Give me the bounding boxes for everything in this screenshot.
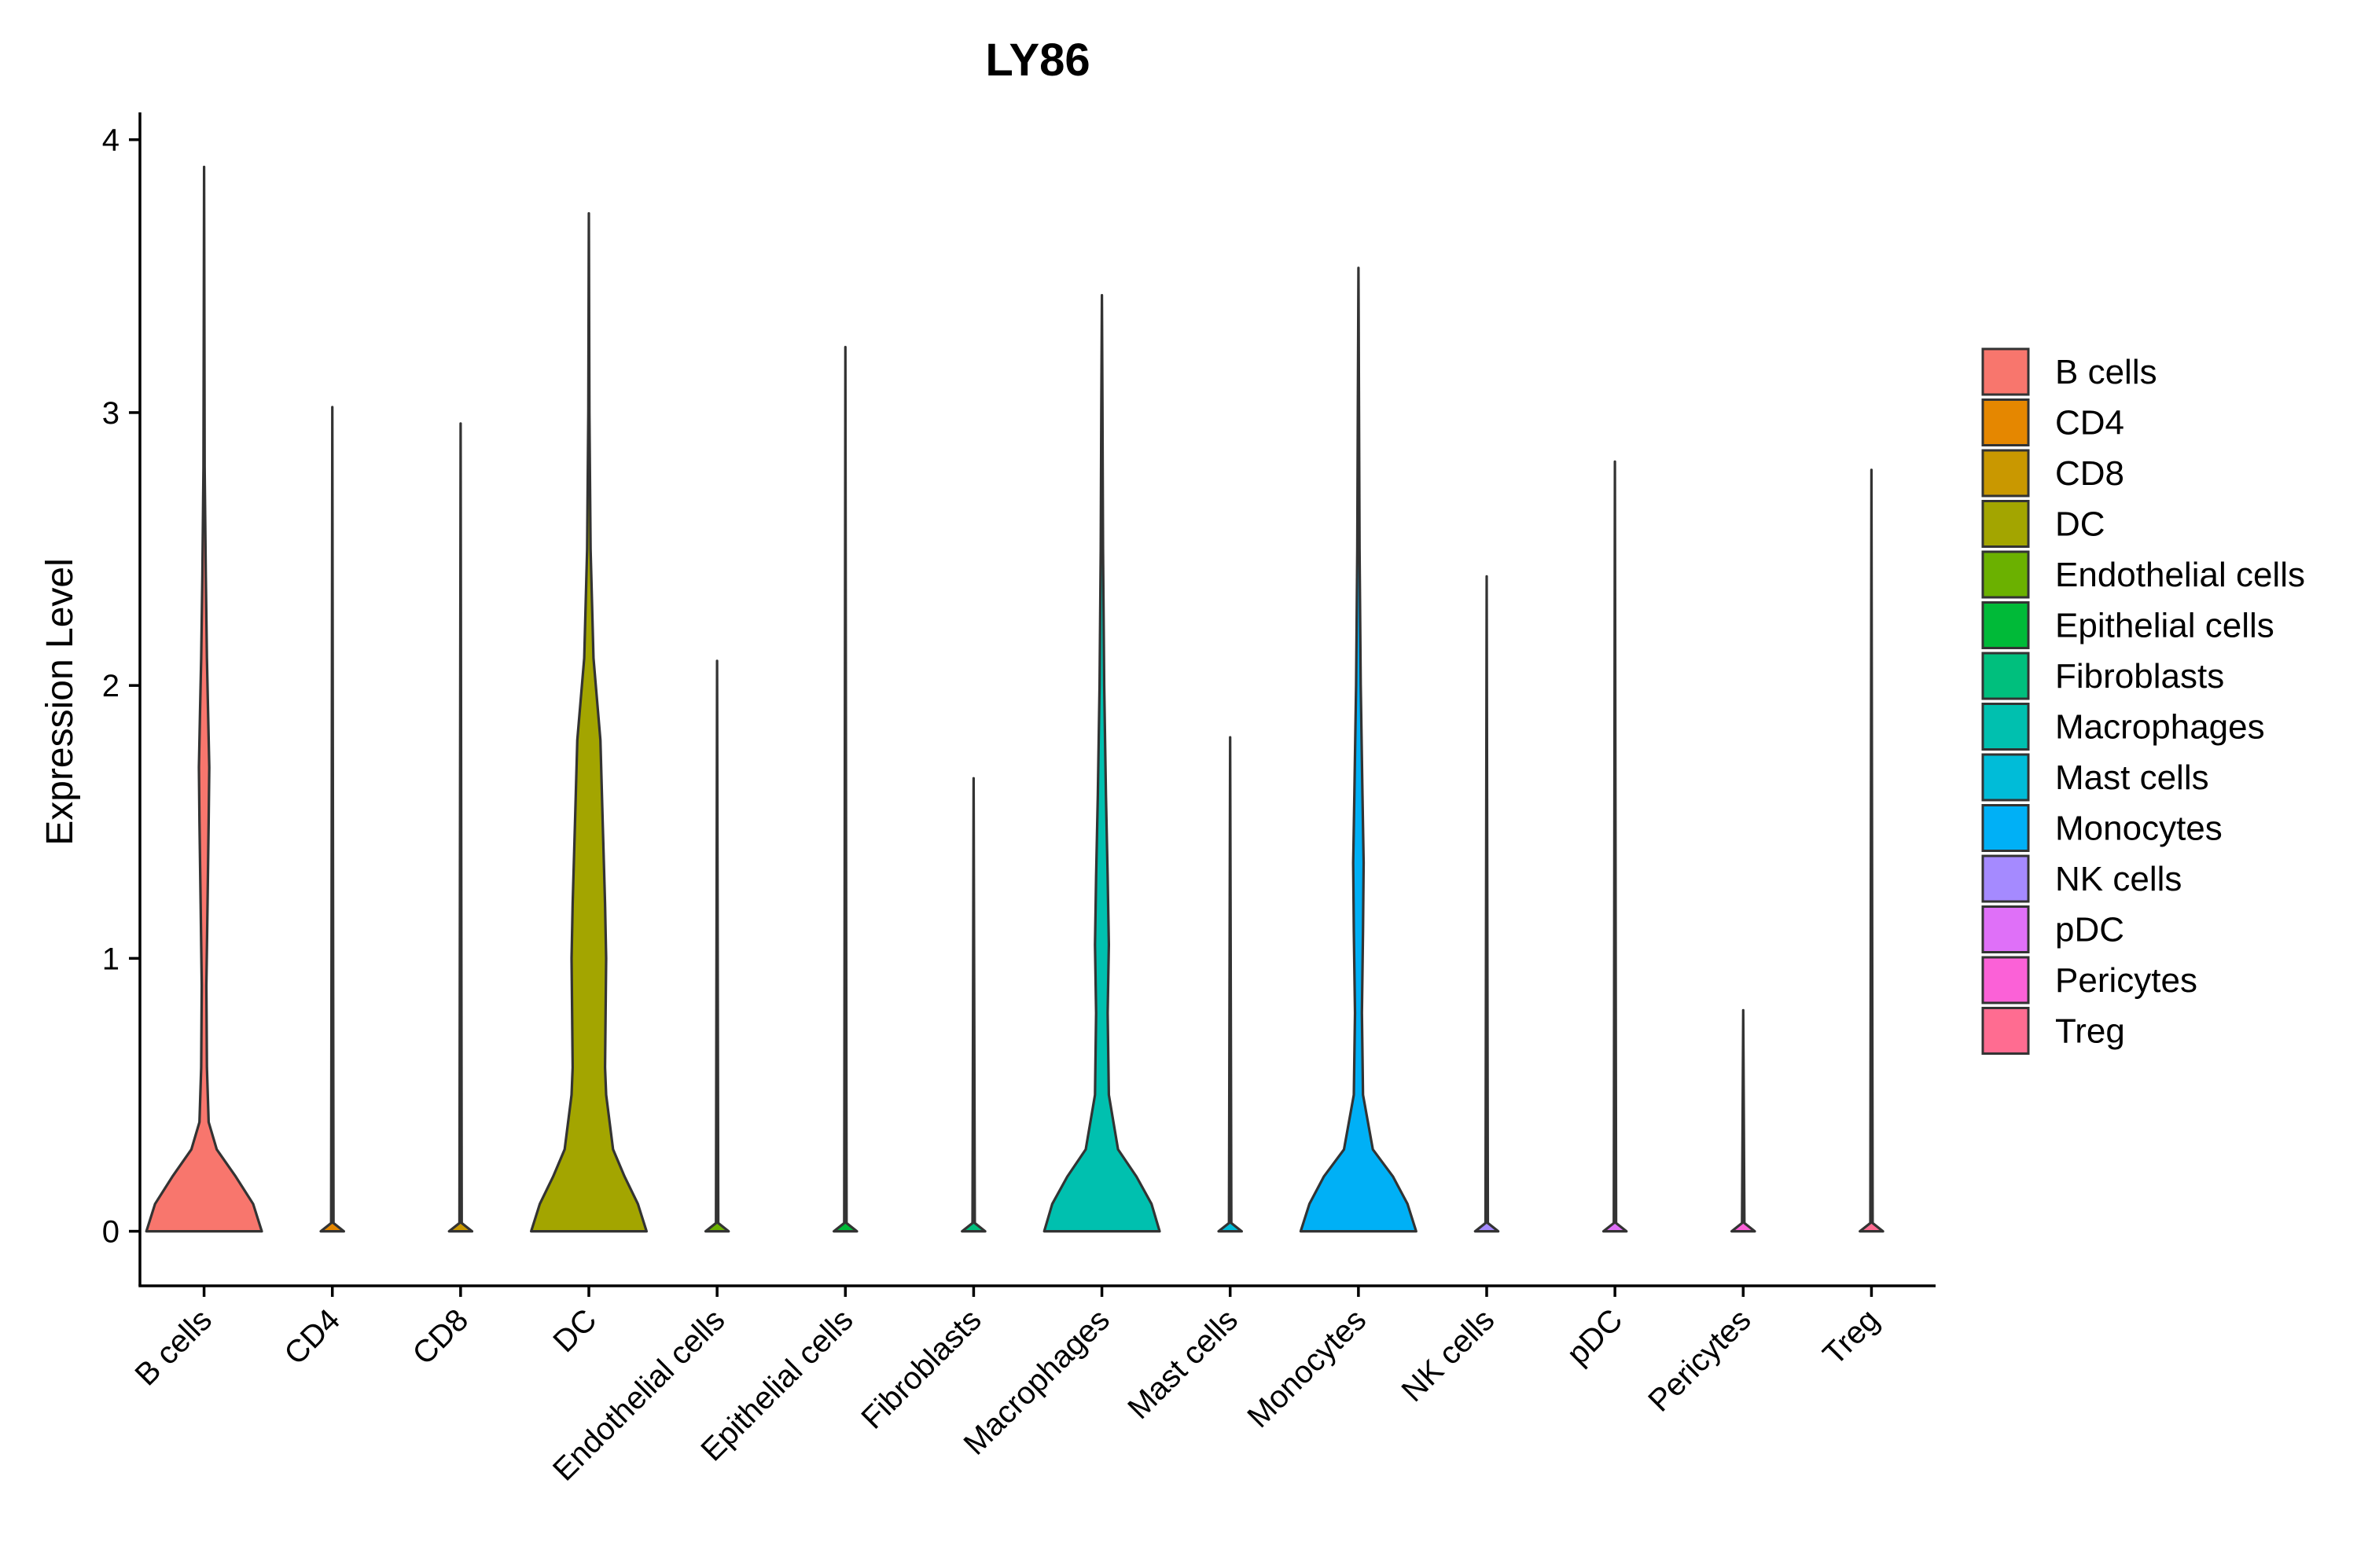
y-axis-title: Expression Level <box>39 558 81 846</box>
x-tick-label: Monocytes <box>1241 1302 1373 1434</box>
legend: B cells CD4 CD8 DC Endothelial cells Epitheli… <box>1981 347 2305 1055</box>
x-tick-label: Pericytes <box>1642 1302 1757 1418</box>
legend-label: pDC <box>2055 911 2124 949</box>
violins-group <box>145 165 1884 1233</box>
legend-label: Mast cells <box>2055 758 2209 797</box>
legend-swatch-dc <box>1981 500 2030 548</box>
violin-b-cells <box>145 165 263 1233</box>
legend-swatch-fibroblasts <box>1981 652 2030 700</box>
y-tick-label: 0 <box>102 1215 120 1250</box>
x-tick-label: Fibroblasts <box>855 1302 987 1435</box>
legend-label: B cells <box>2055 353 2157 391</box>
legend-label: CD4 <box>2055 404 2124 442</box>
legend-label: Endothelial cells <box>2055 556 2305 594</box>
legend-label: Treg <box>2055 1012 2125 1051</box>
violin-epithelial-cells <box>833 346 859 1233</box>
y-tick-label: 1 <box>102 942 120 976</box>
y-tick-label: 2 <box>102 669 120 703</box>
legend-swatch-epithelial-cells <box>1981 601 2030 649</box>
legend-swatch-pdc <box>1981 905 2030 953</box>
violin-pdc <box>1601 460 1628 1233</box>
legend-label: NK cells <box>2055 860 2182 898</box>
legend-swatch-pericytes <box>1981 956 2030 1004</box>
violin-nk-cells <box>1473 575 1500 1233</box>
x-tick-label: B cells <box>129 1302 219 1392</box>
x-tick-label: Mast cells <box>1121 1302 1245 1426</box>
legend-label: Epithelial cells <box>2055 607 2274 645</box>
x-tick-label: DC <box>546 1302 603 1359</box>
legend-label: Monocytes <box>2055 810 2223 848</box>
legend-swatch-mast-cells <box>1981 753 2030 802</box>
legend-label: Fibroblasts <box>2055 657 2224 696</box>
y-tick-label: 4 <box>102 123 120 158</box>
x-tick-label: pDC <box>1561 1302 1630 1372</box>
legend-label: Pericytes <box>2055 961 2197 1000</box>
legend-swatch-treg <box>1981 1007 2030 1055</box>
violin-cd4 <box>319 406 345 1233</box>
violin-monocytes <box>1299 266 1417 1233</box>
x-tick-label: NK cells <box>1395 1302 1502 1408</box>
legend-swatch-monocytes <box>1981 804 2030 852</box>
violin-macrophages <box>1042 294 1161 1233</box>
violin-dc <box>530 211 648 1233</box>
y-tick-label: 3 <box>102 396 120 431</box>
legend-label: DC <box>2055 505 2105 544</box>
legend-swatch-endothelial-cells <box>1981 550 2030 599</box>
chart-title: LY86 <box>985 35 1090 86</box>
legend-swatch-cd8 <box>1981 449 2030 498</box>
violin-treg <box>1859 468 1884 1233</box>
legend-label: CD8 <box>2055 454 2124 493</box>
violin-mast-cells <box>1217 736 1243 1233</box>
violin-pericytes <box>1730 1008 1756 1233</box>
violin-endothelial-cells <box>704 659 730 1233</box>
legend-swatch-b-cells <box>1981 347 2030 396</box>
x-tick-label: CD4 <box>278 1302 347 1372</box>
x-tick-label: CD8 <box>406 1302 476 1372</box>
legend-swatch-macrophages <box>1981 703 2030 751</box>
legend-label: Macrophages <box>2055 708 2265 747</box>
violin-fibroblasts <box>961 777 987 1233</box>
violin-cd8 <box>447 422 474 1233</box>
legend-swatch-nk-cells <box>1981 854 2030 903</box>
x-tick-label: Treg <box>1817 1302 1886 1372</box>
legend-swatch-cd4 <box>1981 398 2030 446</box>
